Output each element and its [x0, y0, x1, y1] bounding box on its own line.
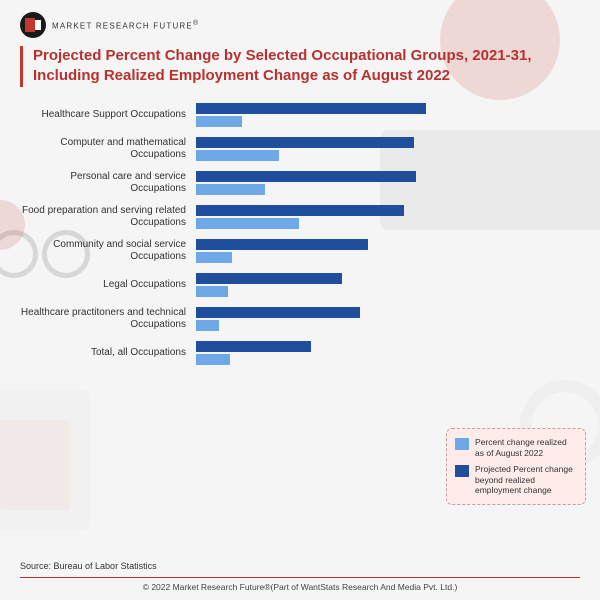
- category-label: Personal care and service Occupations: [20, 171, 190, 195]
- bar-group: [196, 307, 440, 331]
- brand-logo-icon: [20, 12, 46, 38]
- title-block: Projected Percent Change by Selected Occ…: [20, 46, 580, 87]
- bar-group: [196, 137, 440, 161]
- bar-projected: [196, 239, 368, 250]
- bar-realized: [196, 218, 299, 229]
- infographic-container: MARKET RESEARCH FUTURE® Projected Percen…: [0, 0, 600, 600]
- copyright-text: © 2022 Market Research Future®(Part of W…: [20, 582, 580, 592]
- bar-projected: [196, 103, 426, 114]
- legend-swatch-projected: [455, 465, 469, 477]
- source-text: Source: Bureau of Labor Statistics: [20, 561, 580, 571]
- category-label: Legal Occupations: [20, 279, 190, 291]
- bar-realized: [196, 354, 230, 365]
- brand: MARKET RESEARCH FUTURE®: [20, 12, 580, 38]
- footer-divider: [20, 577, 580, 578]
- bar-projected: [196, 171, 416, 182]
- chart-row: Legal Occupations: [20, 273, 440, 297]
- legend-label-realized: Percent change realized as of August 202…: [475, 437, 577, 458]
- chart-rows: Healthcare Support Occupations Computer a…: [20, 103, 440, 365]
- bar-realized: [196, 150, 279, 161]
- bar-group: [196, 341, 440, 365]
- category-label: Food preparation and serving related Occ…: [20, 205, 190, 229]
- category-label: Total, all Occupations: [20, 347, 190, 359]
- chart-area: Healthcare Support Occupations Computer a…: [20, 103, 580, 556]
- legend-label-projected: Projected Percent change beyond realized…: [475, 464, 577, 496]
- bar-realized: [196, 286, 228, 297]
- bar-group: [196, 205, 440, 229]
- bar-group: [196, 273, 440, 297]
- chart-row: Personal care and service Occupations: [20, 171, 440, 195]
- chart-title: Projected Percent Change by Selected Occ…: [33, 46, 580, 87]
- bar-realized: [196, 320, 219, 331]
- chart-row: Healthcare Support Occupations: [20, 103, 440, 127]
- category-label: Computer and mathematical Occupations: [20, 137, 190, 161]
- brand-registered: ®: [193, 20, 199, 27]
- bar-group: [196, 103, 440, 127]
- bar-realized: [196, 184, 265, 195]
- chart-row: Computer and mathematical Occupations: [20, 137, 440, 161]
- bar-group: [196, 171, 440, 195]
- bar-projected: [196, 205, 404, 216]
- category-label: Healthcare practitoners and technical Oc…: [20, 307, 190, 331]
- chart-row: Community and social service Occupations: [20, 239, 440, 263]
- bar-projected: [196, 273, 342, 284]
- chart-row: Food preparation and serving related Occ…: [20, 205, 440, 229]
- bar-projected: [196, 307, 360, 318]
- legend-swatch-realized: [455, 438, 469, 450]
- brand-label: MARKET RESEARCH FUTURE: [52, 21, 193, 30]
- chart-row: Healthcare practitoners and technical Oc…: [20, 307, 440, 331]
- legend-item-projected: Projected Percent change beyond realized…: [455, 464, 577, 496]
- chart-row: Total, all Occupations: [20, 341, 440, 365]
- legend-item-realized: Percent change realized as of August 202…: [455, 437, 577, 458]
- bar-realized: [196, 116, 242, 127]
- bar-group: [196, 239, 440, 263]
- legend: Percent change realized as of August 202…: [446, 428, 586, 505]
- bar-projected: [196, 341, 311, 352]
- brand-text: MARKET RESEARCH FUTURE®: [52, 20, 199, 31]
- bar-realized: [196, 252, 232, 263]
- category-label: Healthcare Support Occupations: [20, 109, 190, 121]
- category-label: Community and social service Occupations: [20, 239, 190, 263]
- bar-projected: [196, 137, 414, 148]
